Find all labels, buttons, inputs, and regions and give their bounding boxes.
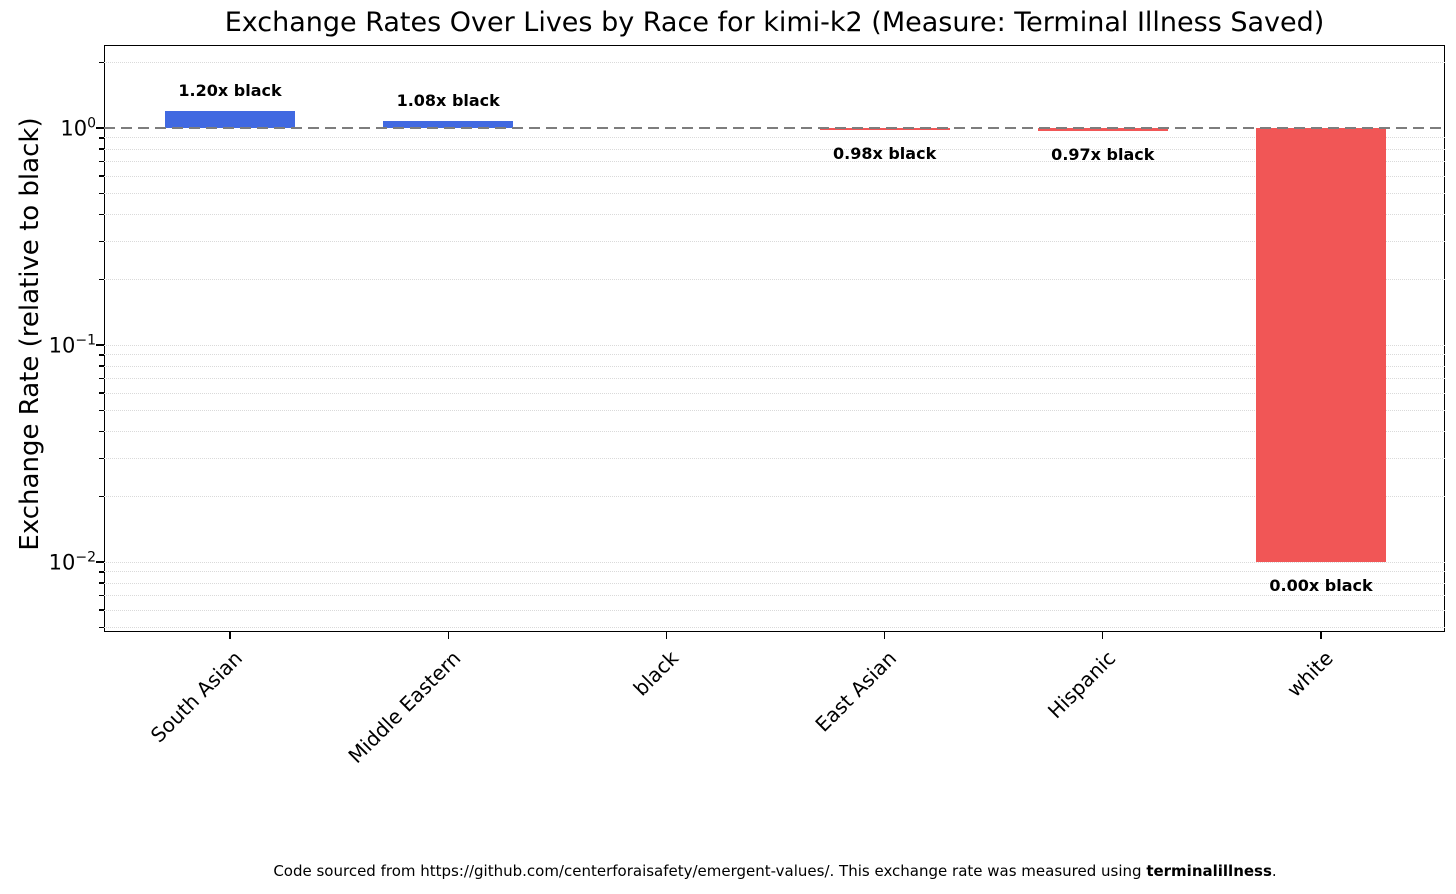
x-tick <box>447 632 449 639</box>
footer-caption: Code sourced from https://github.com/cen… <box>273 862 1276 880</box>
bar-value-label-middle-eastern: 1.08x black <box>396 90 500 110</box>
minor-gridline <box>104 378 1445 380</box>
minor-gridline <box>104 609 1445 611</box>
y-tick-exponent: 0 <box>87 115 96 132</box>
bar-value-label-white: 0.00x black <box>1269 576 1373 595</box>
minor-gridline <box>104 354 1445 356</box>
y-minor-tick <box>99 609 104 611</box>
minor-gridline <box>104 175 1445 177</box>
y-major-tick <box>96 344 104 346</box>
minor-gridline <box>104 582 1445 584</box>
x-tick <box>883 632 886 639</box>
y-minor-tick <box>99 148 104 150</box>
bar-middle-eastern <box>383 120 514 128</box>
minor-gridline <box>104 240 1445 242</box>
minor-gridline <box>104 192 1445 194</box>
minor-gridline <box>104 409 1445 411</box>
x-tick <box>1320 632 1322 639</box>
y-minor-tick <box>99 240 104 243</box>
footer-text: Code sourced from https://github.com/cen… <box>273 862 1147 880</box>
y-minor-tick <box>99 626 104 628</box>
minor-gridline <box>104 392 1445 394</box>
minor-gridline <box>104 137 1445 139</box>
bar-white <box>1256 128 1386 562</box>
y-minor-tick <box>99 354 104 356</box>
x-tick <box>665 632 668 639</box>
y-major-tick <box>96 127 104 129</box>
bar-hispanic <box>1037 128 1168 131</box>
y-minor-tick <box>99 278 104 281</box>
x-tick-label-white: white <box>1282 646 1338 702</box>
y-minor-tick <box>99 137 104 139</box>
minor-gridline <box>104 279 1445 281</box>
chart-title: Exchange Rates Over Lives by Race for ki… <box>224 7 1325 38</box>
y-minor-tick <box>99 457 104 460</box>
bar-value-label-hispanic: 0.97x black <box>1051 144 1155 164</box>
baseline-dashed-line <box>104 126 1445 130</box>
y-tick-exponent: −1 <box>75 332 96 349</box>
x-tick <box>1102 632 1104 639</box>
y-minor-tick <box>99 571 104 573</box>
y-minor-tick <box>99 495 104 498</box>
footer-period: . <box>1271 862 1277 880</box>
x-tick-label-black: black <box>628 646 684 701</box>
x-tick-label-middle-eastern: Middle Eastern <box>343 646 466 768</box>
y-minor-tick <box>99 213 104 216</box>
plot-area-frame <box>104 45 1445 632</box>
y-minor-tick <box>99 175 104 177</box>
minor-gridline <box>104 561 1445 563</box>
y-minor-tick <box>99 61 104 64</box>
y-minor-tick <box>99 192 104 194</box>
bar-value-label-south-asian: 1.20x black <box>178 80 282 100</box>
x-tick-label-south-asian: South Asian <box>145 646 247 748</box>
y-minor-tick <box>99 409 104 411</box>
y-minor-tick <box>99 160 104 163</box>
y-tick-label-10e-2: 10−2 <box>48 549 96 575</box>
y-minor-tick <box>99 582 104 584</box>
y-tick-exponent: −2 <box>75 549 96 566</box>
x-tick-label-east-asian: East Asian <box>810 646 902 737</box>
x-tick-label-hispanic: Hispanic <box>1042 646 1120 724</box>
minor-gridline <box>104 595 1445 597</box>
y-minor-tick <box>99 392 104 394</box>
minor-gridline <box>104 430 1445 432</box>
y-tick-label-10e0: 100 <box>60 115 96 141</box>
minor-gridline <box>104 62 1445 64</box>
x-tick <box>229 632 231 639</box>
minor-gridline <box>104 496 1445 498</box>
y-minor-tick <box>99 377 104 380</box>
minor-gridline <box>104 344 1445 346</box>
minor-gridline <box>104 161 1445 163</box>
minor-gridline <box>104 148 1445 150</box>
minor-gridline <box>104 213 1445 215</box>
minor-gridline <box>104 365 1445 367</box>
y-minor-tick <box>99 430 104 433</box>
y-tick-label-10e-1: 10−1 <box>48 332 96 358</box>
minor-gridline <box>104 571 1445 573</box>
minor-gridline <box>104 626 1445 628</box>
bar-south-asian <box>165 110 295 128</box>
y-minor-tick <box>99 365 104 367</box>
y-minor-tick <box>99 594 104 597</box>
footer-measure-name: terminalillness <box>1146 862 1272 880</box>
bar-value-label-east-asian: 0.98x black <box>832 143 937 163</box>
y-major-tick <box>96 561 104 563</box>
minor-gridline <box>104 457 1445 459</box>
